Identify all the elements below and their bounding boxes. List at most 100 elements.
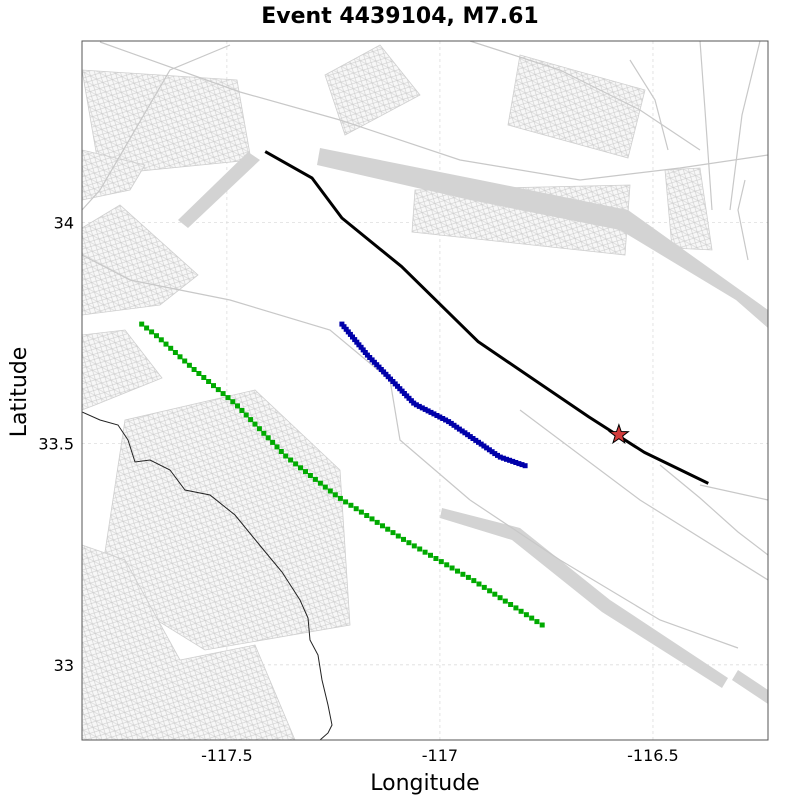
series-marker (252, 421, 258, 427)
series-marker (465, 432, 471, 438)
series-marker (518, 608, 524, 614)
series-marker (261, 430, 267, 436)
series-marker (186, 362, 192, 368)
fault-trace (737, 179, 749, 261)
series-marker (481, 584, 487, 590)
fault-mesh-patch (507, 54, 646, 159)
series-marker (431, 411, 437, 417)
series-marker (416, 403, 422, 409)
epicenter-star-icon (607, 423, 630, 445)
series-marker (288, 457, 294, 463)
series-marker (492, 451, 498, 457)
series-marker (177, 354, 183, 360)
series-marker (467, 434, 473, 440)
series-marker (448, 420, 454, 426)
y-tick-label: 33.5 (38, 435, 74, 454)
series-marker (243, 412, 249, 418)
fault-mesh-patch (664, 167, 713, 251)
series-marker (380, 523, 385, 529)
fault-trace (519, 409, 768, 581)
series-marker (358, 509, 364, 515)
series-marker (196, 371, 202, 376)
series-marker (225, 395, 231, 401)
x-tick-label: -117 (422, 746, 458, 765)
series-marker (158, 337, 164, 343)
series-marker (350, 334, 355, 340)
series-marker (411, 400, 417, 406)
series-marker (422, 549, 428, 555)
fault-trace (629, 59, 669, 151)
series-marker (235, 403, 240, 409)
series-marker (163, 341, 169, 347)
series-marker (390, 530, 396, 536)
series-marker (428, 409, 434, 415)
fault-trace (729, 41, 761, 211)
series-marker (478, 441, 484, 447)
series-marker (449, 565, 455, 571)
series-marker (523, 612, 529, 618)
series-marker (139, 321, 145, 327)
series-marker (220, 391, 226, 397)
fault-trace (469, 41, 701, 151)
series-marker (462, 430, 468, 436)
series-marker (274, 444, 280, 450)
series-marker (459, 428, 465, 434)
series-marker (437, 414, 443, 420)
series-marker (539, 622, 545, 628)
series-marker (406, 540, 412, 546)
series-marker (433, 556, 439, 561)
series-marker (465, 574, 471, 580)
series-marker (374, 519, 380, 525)
x-axis-label: Longitude (370, 771, 479, 796)
series-marker (502, 598, 508, 604)
series-marker (444, 562, 450, 568)
series-marker (434, 413, 440, 418)
series-marker (360, 347, 366, 353)
series-marker (201, 375, 207, 380)
series-marker (484, 445, 490, 451)
series-marker (417, 546, 423, 552)
series-marker (510, 458, 516, 464)
y-axis-label: Latitude (7, 347, 32, 438)
series-marker (419, 405, 425, 411)
series-marker (473, 437, 479, 443)
series-marker (460, 571, 466, 577)
series-marker (341, 324, 347, 330)
series-marker (230, 399, 236, 405)
series-marker (507, 457, 513, 463)
series-marker (508, 602, 514, 607)
fault-trace (659, 464, 768, 556)
series-marker (343, 499, 349, 505)
series-marker (413, 402, 419, 408)
series-marker (369, 516, 375, 522)
series-marker (352, 337, 358, 343)
series-marker (154, 333, 159, 339)
series-marker (278, 449, 284, 454)
series-marker (293, 461, 299, 467)
y-tick-label: 33 (54, 656, 74, 675)
chart-title: Event 4439104, M7.61 (261, 4, 538, 29)
series-marker (206, 379, 212, 384)
series-marker (440, 416, 446, 421)
y-axis-ticks: 33 33.5 34 (38, 213, 74, 674)
series-marker (191, 367, 197, 372)
series-marker (497, 454, 503, 460)
fault-band (732, 670, 768, 704)
series-marker (411, 543, 417, 549)
series-marker (248, 417, 254, 423)
rupture-trace-line (264, 150, 709, 485)
fault-mesh-patch (82, 544, 296, 740)
y-tick-label: 34 (54, 213, 74, 232)
fault-band (178, 152, 260, 228)
series-marker (522, 463, 528, 469)
fault-trace (699, 41, 713, 211)
x-axis-ticks: -117.5 -117 -116.5 (201, 746, 679, 765)
series-marker (516, 461, 522, 467)
data-series (139, 150, 709, 628)
series-marker (317, 480, 323, 486)
series-marker (354, 339, 360, 345)
fault-trace (82, 254, 471, 501)
series-marker (239, 408, 245, 413)
fault-trace (469, 499, 739, 649)
series-marker (298, 465, 303, 471)
